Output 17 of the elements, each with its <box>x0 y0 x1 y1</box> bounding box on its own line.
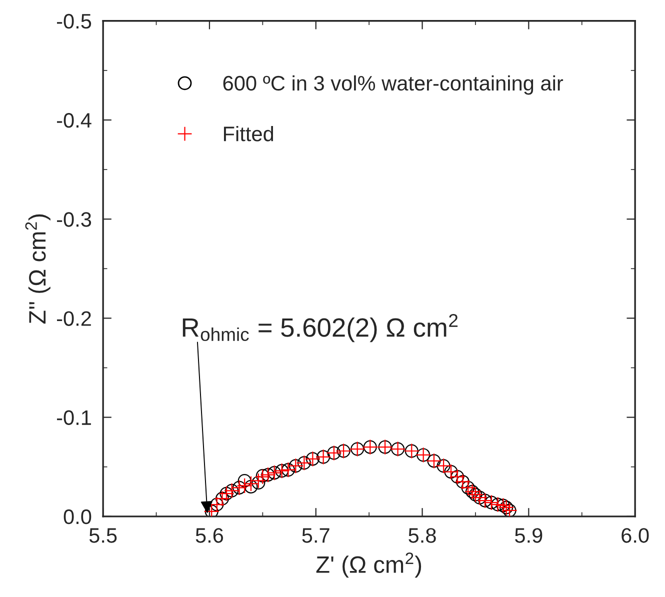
y-tick-label: 0.0 <box>64 509 92 524</box>
x-tick-label: 5.5 <box>89 528 117 543</box>
annotation: R$_{ohmic}$ = 5.602(2) Ω cm$^{2}$ <box>182 314 458 342</box>
x-axis-title: Z' (Ω cm$^{2}$) <box>316 552 422 578</box>
legend-label: Fitted <box>224 126 274 142</box>
y-tick-label: -0.1 <box>56 410 91 426</box>
y-tick-label: -0.3 <box>56 212 92 227</box>
y-axis-title: Z'' (Ω cm$^{2}$) <box>25 214 50 324</box>
x-tick-label: 6.0 <box>622 528 649 543</box>
x-tick-label: 5.7 <box>302 528 330 543</box>
x-tick-label: 5.6 <box>196 528 224 543</box>
y-tick-label: -0.4 <box>56 113 92 128</box>
y-tick-label: -0.2 <box>56 311 91 326</box>
y-tick-label: -0.5 <box>56 14 92 29</box>
x-tick-label: 5.8 <box>408 528 436 543</box>
legend-label: 600 ºC in 3 vol% water-containing air <box>223 75 564 95</box>
x-tick-label: 5.9 <box>515 528 542 543</box>
